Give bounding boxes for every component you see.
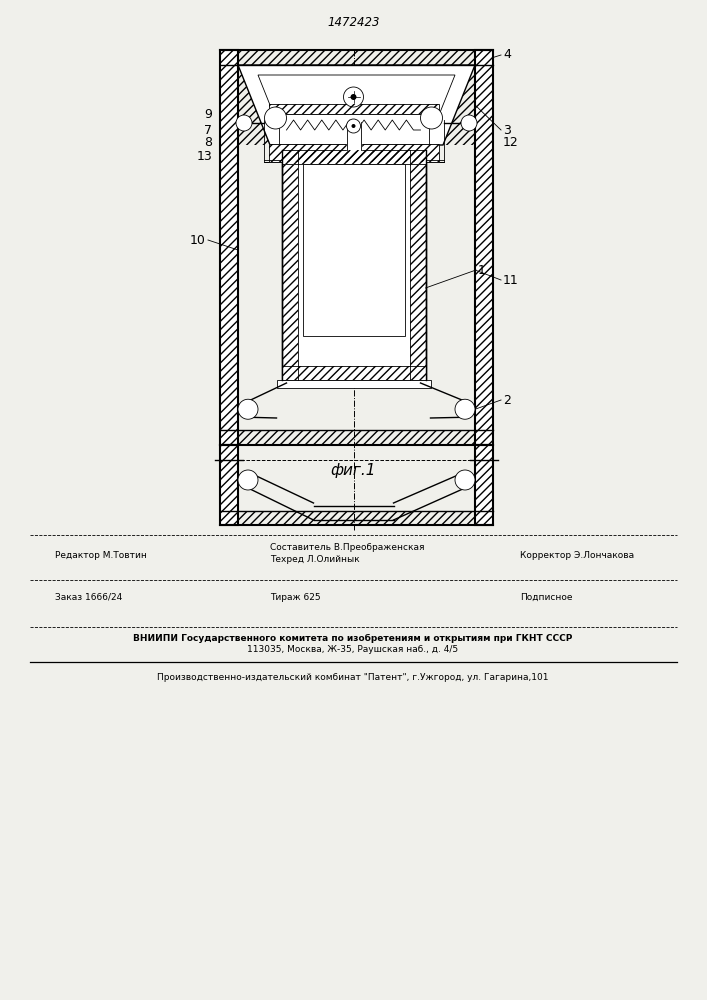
Text: Тираж 625: Тираж 625 [270,592,321,601]
Circle shape [344,87,363,107]
Text: 9: 9 [204,108,212,121]
Bar [281,150,426,164]
Bar [281,150,298,380]
Text: 1472423: 1472423 [327,16,380,29]
Circle shape [236,115,252,131]
Circle shape [351,124,356,128]
Text: 10: 10 [190,233,206,246]
Bar [475,50,493,445]
Text: ВНИИПИ Государственного комитета по изобретениям и открытиям при ГКНТ СССР: ВНИИПИ Государственного комитета по изоб… [134,633,573,643]
Text: Производственно-издательский комбинат "Патент", г.Ужгород, ул. Гагарина,101: Производственно-издательский комбинат "П… [157,674,549,682]
Circle shape [455,399,475,419]
Polygon shape [258,75,455,125]
Text: Техред Л.Олийнык: Техред Л.Олийнык [270,556,360,564]
Text: Корректор Э.Лончакова: Корректор Э.Лончакова [520,550,634,560]
Text: 113035, Москва, Ж-35, Раушская наб., д. 4/5: 113035, Москва, Ж-35, Раушская наб., д. … [247,646,459,654]
Bar [475,50,493,445]
Bar [269,104,438,114]
Text: 3: 3 [503,123,511,136]
Bar [220,445,238,525]
Circle shape [351,94,356,100]
Text: 2: 2 [503,393,511,406]
Text: 13: 13 [197,150,212,163]
Circle shape [238,399,258,419]
Circle shape [421,107,443,129]
Bar [220,445,238,525]
Text: 11: 11 [503,273,519,286]
Bar [220,50,238,445]
Bar [281,150,426,380]
Circle shape [238,470,258,490]
Bar [238,430,475,445]
Polygon shape [238,65,475,145]
Bar [281,366,426,380]
Text: 8: 8 [204,136,212,149]
Bar [238,511,475,525]
Bar [281,366,426,380]
Bar [238,50,475,65]
Text: 1: 1 [478,263,486,276]
Bar [475,445,493,525]
Text: Составитель В.Преображенская: Составитель В.Преображенская [270,542,424,552]
Bar [269,104,438,114]
Circle shape [346,119,361,133]
Bar [220,50,238,445]
Text: 7: 7 [204,123,212,136]
Text: Редактор М.Товтин: Редактор М.Товтин [55,550,147,560]
Text: Заказ 1666/24: Заказ 1666/24 [55,592,122,601]
Text: 4: 4 [503,48,511,62]
Text: Подписное: Подписное [520,592,573,601]
Bar [303,164,404,336]
Circle shape [455,470,475,490]
Circle shape [264,107,286,129]
Bar [269,144,438,162]
Bar [409,150,426,380]
Text: фиг.1: фиг.1 [331,462,376,478]
Bar [279,114,428,144]
Bar [276,380,431,388]
Bar [475,445,493,525]
Text: 12: 12 [503,136,519,149]
Circle shape [461,115,477,131]
Bar [269,144,438,162]
Bar [281,150,426,164]
